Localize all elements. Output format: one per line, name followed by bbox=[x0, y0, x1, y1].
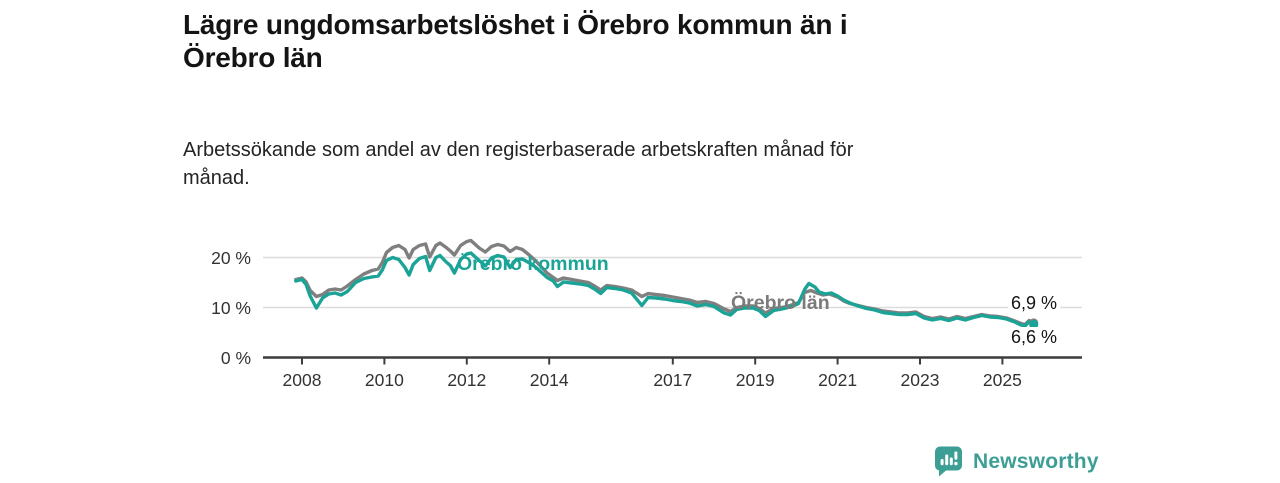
newsworthy-chart-pin-icon bbox=[934, 445, 964, 478]
chart-title-line2: Örebro län bbox=[183, 42, 323, 73]
y-tick-label-20: 20 % bbox=[211, 247, 251, 268]
chart-subtitle: Arbetssökande som andel av den registerb… bbox=[183, 136, 1063, 192]
newsworthy-logo: Newsworthy bbox=[934, 445, 1099, 478]
series-label-orebro-kommun: Örebro kommun bbox=[457, 253, 609, 275]
x-tick-label-2023: 2023 bbox=[900, 370, 940, 390]
chart-subtitle-line2: månad. bbox=[183, 167, 250, 189]
x-tick-label-2019: 2019 bbox=[735, 370, 775, 390]
x-tick-label-2025: 2025 bbox=[982, 370, 1022, 390]
end-value-orebro-lan: 6,9 % bbox=[1008, 293, 1061, 314]
x-tick-label-2021: 2021 bbox=[818, 370, 858, 390]
chart-title-line1: Lägre ungdomsarbetslöshet i Örebro kommu… bbox=[183, 9, 848, 40]
newsworthy-logo-text: Newsworthy bbox=[973, 449, 1099, 473]
end-value-orebro-kommun: 6,6 % bbox=[1008, 327, 1061, 348]
x-tick-label-2012: 2012 bbox=[447, 370, 487, 390]
end-dot-orebro-kommun bbox=[1029, 319, 1039, 330]
x-tick-label-2008: 2008 bbox=[282, 370, 322, 390]
series-label-orebro-lan: Örebro län bbox=[731, 292, 830, 314]
y-tick-label-10: 10 % bbox=[211, 297, 251, 318]
x-tick-label-2010: 2010 bbox=[364, 370, 404, 390]
series-line-orebro-lan bbox=[294, 238, 1036, 327]
series-line-orebro-kommun bbox=[294, 251, 1036, 328]
y-tick-label-0: 0 % bbox=[220, 347, 251, 368]
x-tick-label-2017: 2017 bbox=[653, 370, 693, 390]
chart-subtitle-line1: Arbetssökande som andel av den registerb… bbox=[183, 139, 854, 161]
chart-title: Lägre ungdomsarbetslöshet i Örebro kommu… bbox=[183, 8, 1083, 74]
x-tick-label-2014: 2014 bbox=[529, 370, 569, 390]
